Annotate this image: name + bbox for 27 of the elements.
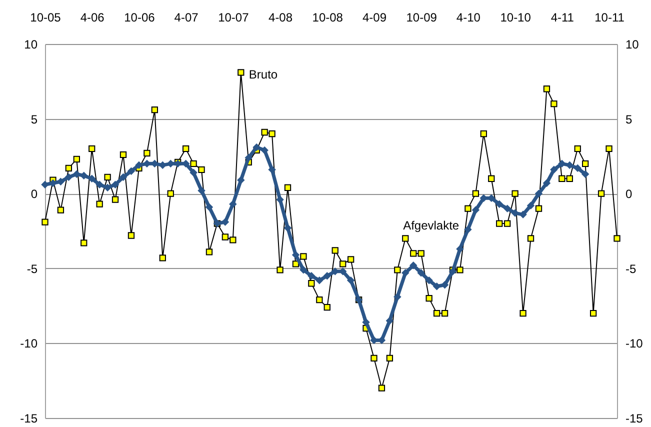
series-label: Bruto [248, 67, 278, 82]
y-tick-label: -10 [20, 336, 38, 351]
x-tick-label: 10-08 [312, 10, 344, 24]
x-tick-label: 10-05 [30, 10, 62, 24]
y2-tick-label: 5 [626, 112, 632, 126]
x-tick-label: 4-07 [174, 10, 199, 24]
x-tick-label: 4-08 [268, 10, 293, 24]
y2-tick-label: -15 [626, 412, 644, 426]
y-tick-label: 5 [30, 112, 38, 126]
x-tick-label: 10-09 [406, 10, 438, 24]
series-label: Afgevlakte [403, 218, 460, 232]
y2-tick-label: 0 [626, 187, 632, 202]
x-tick-label: 4-10 [456, 10, 481, 24]
x-tick-label: 10-07 [218, 10, 250, 24]
x-tick-label: 4-09 [362, 10, 387, 24]
y-tick-label: 10 [24, 38, 38, 52]
y2-tick-label: -10 [626, 336, 644, 351]
y2-tick-label: -5 [626, 262, 636, 276]
y-tick-label: -15 [20, 412, 38, 426]
y-tick-label: 0 [30, 187, 38, 202]
x-tick-label: 4-11 [550, 10, 574, 24]
x-tick-label: 10-10 [500, 10, 532, 24]
y-tick-label: -5 [26, 262, 38, 276]
x-tick-label: 10-11 [594, 10, 625, 24]
x-tick-label: 4-06 [80, 10, 105, 24]
x-tick-label: 10-06 [124, 10, 156, 24]
y2-tick-label: 10 [626, 38, 640, 52]
